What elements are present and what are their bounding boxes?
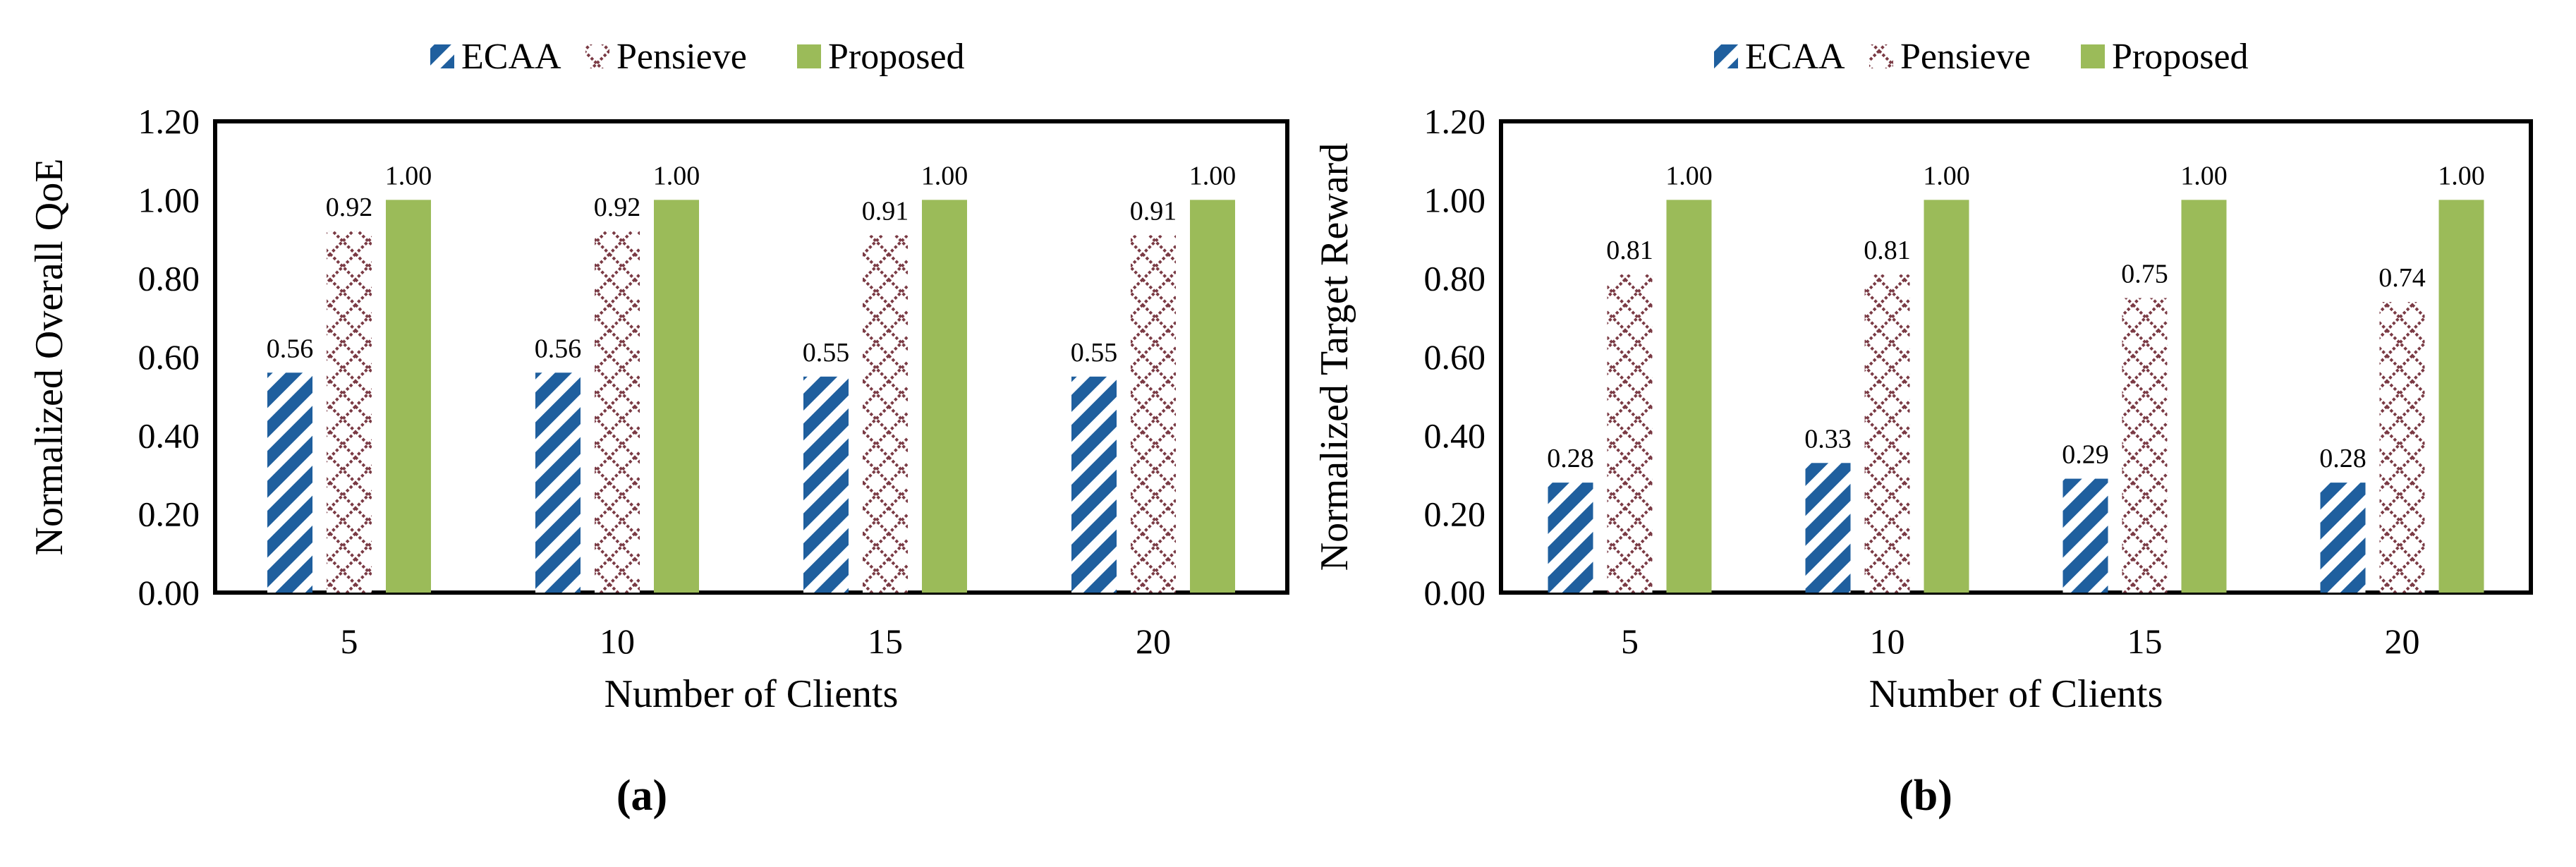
- data-label: 0.56: [535, 334, 582, 363]
- bar-proposed-10: [1924, 200, 1969, 593]
- data-label: 1.00: [1923, 161, 1970, 190]
- bar-pensieve-15: [863, 235, 908, 593]
- bar-proposed-15: [2181, 200, 2227, 593]
- data-label: 0.92: [594, 193, 641, 222]
- y-tick-label: 0.20: [138, 495, 200, 534]
- data-label: 1.00: [2438, 161, 2485, 190]
- x-tick-label: 15: [2127, 622, 2163, 661]
- legend-label-proposed: Proposed: [828, 37, 965, 77]
- chart-panel-a: 0.00 0.20 0.40 0.60 0.80 1.00 1.20 Normalized O…: [28, 37, 1289, 820]
- bar-pensieve-20: [2379, 302, 2425, 593]
- x-tick-label: 5: [341, 622, 358, 661]
- y-tick-label: 0.40: [1424, 416, 1486, 455]
- bar-ecaa-10: [1805, 463, 1851, 593]
- y-tick-label: 0.40: [138, 416, 200, 455]
- data-label: 0.75: [2121, 260, 2168, 289]
- data-label: 1.00: [2180, 161, 2228, 190]
- data-label: 0.55: [1071, 338, 1118, 368]
- legend: ECAA Pensieve Proposed: [1714, 37, 2249, 77]
- data-label: 0.91: [862, 196, 909, 226]
- x-tick-label: 10: [600, 622, 635, 661]
- y-tick-label: 0.00: [1424, 573, 1486, 612]
- data-label: 0.91: [1130, 196, 1177, 226]
- bar-ecaa-15: [803, 376, 849, 593]
- y-tick-label: 1.00: [138, 180, 200, 219]
- bar-pensieve-10: [595, 231, 640, 593]
- legend-swatch-ecaa: [430, 44, 454, 68]
- panel-label: (a): [616, 772, 667, 820]
- legend-swatch-ecaa: [1714, 44, 1738, 68]
- bar-proposed-5: [386, 200, 431, 593]
- y-tick-label: 0.20: [1424, 495, 1486, 534]
- x-axis-title: Number of Clients: [604, 672, 899, 716]
- y-tick-label: 0.60: [138, 337, 200, 377]
- legend-label-ecaa: ECAA: [1745, 37, 1845, 77]
- y-tick-label: 1.20: [1424, 102, 1486, 141]
- data-label: 0.92: [326, 193, 373, 222]
- bar-proposed-5: [1666, 200, 1712, 593]
- x-tick-label: 15: [868, 622, 903, 661]
- y-axis-title: Normalized Target Reward: [1313, 143, 1356, 571]
- y-tick-label: 1.20: [138, 102, 200, 141]
- data-label: 1.00: [1189, 161, 1237, 190]
- data-label: 0.28: [2319, 444, 2367, 473]
- legend-label-pensieve: Pensieve: [1900, 37, 2031, 77]
- bar-ecaa-15: [2062, 478, 2108, 593]
- bar-pensieve-20: [1131, 235, 1176, 593]
- y-tick-label: 0.80: [138, 259, 200, 298]
- legend-label-proposed: Proposed: [2112, 37, 2249, 77]
- bar-proposed-10: [654, 200, 699, 593]
- data-label: 1.00: [1665, 161, 1713, 190]
- bar-proposed-15: [922, 200, 967, 593]
- data-label: 1.00: [385, 161, 432, 190]
- bar-proposed-20: [1190, 200, 1235, 593]
- x-tick-label: 5: [1621, 622, 1639, 661]
- x-axis-title: Number of Clients: [1869, 672, 2163, 716]
- panel-label: (b): [1899, 772, 1952, 820]
- data-label: 0.56: [267, 334, 314, 363]
- bar-ecaa-5: [1548, 483, 1593, 593]
- y-tick-label: 0.60: [1424, 337, 1486, 377]
- y-tick-label: 1.00: [1424, 180, 1486, 219]
- y-axis-title: Normalized Overall QoE: [28, 159, 71, 556]
- legend-swatch-proposed: [797, 44, 821, 68]
- y-tick-label: 0.80: [1424, 259, 1486, 298]
- data-label: 0.74: [2378, 263, 2426, 293]
- data-label: 0.33: [1804, 424, 1852, 454]
- chart-panel-b: 0.00 0.20 0.40 0.60 0.80 1.00 1.20 Normalized T…: [1313, 37, 2533, 820]
- bar-ecaa-20: [1071, 376, 1117, 593]
- data-label: 0.55: [803, 338, 850, 368]
- y-tick-label: 0.00: [138, 573, 200, 612]
- data-label: 1.00: [653, 161, 700, 190]
- x-tick-label: 20: [2385, 622, 2420, 661]
- bar-pensieve-15: [2122, 298, 2168, 593]
- legend-label-pensieve: Pensieve: [616, 37, 747, 77]
- legend-swatch-pensieve: [1869, 44, 1893, 68]
- bar-ecaa-20: [2320, 483, 2366, 593]
- data-label: 1.00: [921, 161, 968, 190]
- plot-frame: [213, 119, 1289, 595]
- bar-ecaa-10: [535, 372, 581, 593]
- plot-frame: [1499, 119, 2533, 595]
- bar-proposed-20: [2438, 200, 2484, 593]
- bar-pensieve-10: [1864, 274, 1910, 593]
- data-label: 0.28: [1547, 444, 1594, 473]
- data-label: 0.81: [1864, 236, 1911, 265]
- bar-ecaa-5: [267, 372, 312, 593]
- data-label: 0.81: [1606, 236, 1653, 265]
- legend-swatch-proposed: [2081, 44, 2105, 68]
- legend-label-ecaa: ECAA: [461, 37, 561, 77]
- legend: ECAA Pensieve Proposed: [430, 37, 965, 77]
- bar-pensieve-5: [1607, 274, 1653, 593]
- x-tick-label: 10: [1870, 622, 1905, 661]
- data-label: 0.29: [2062, 440, 2109, 470]
- legend-swatch-pensieve: [585, 44, 609, 68]
- x-tick-label: 20: [1136, 622, 1171, 661]
- bar-pensieve-5: [327, 231, 372, 593]
